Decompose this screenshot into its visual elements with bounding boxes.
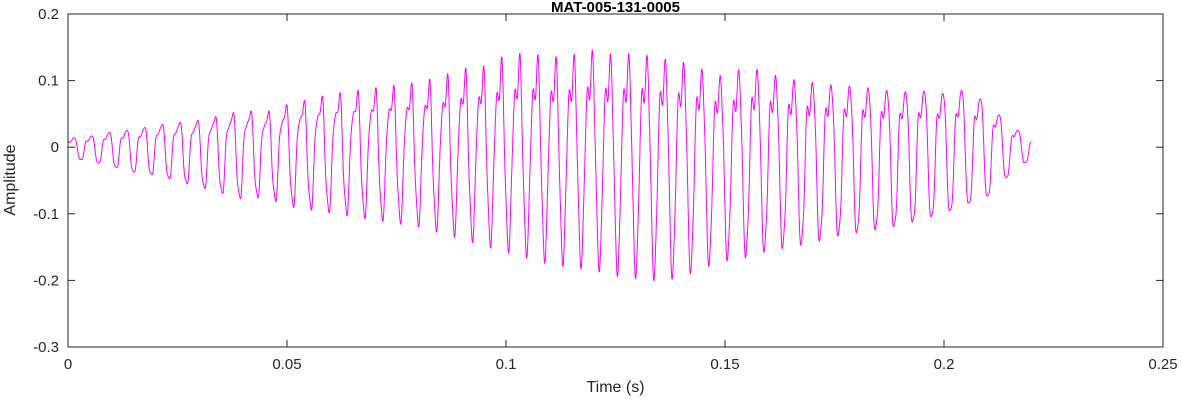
y-tick-label: -0.3	[33, 339, 59, 356]
x-tick-label: 0.15	[710, 356, 739, 373]
plot-box	[67, 13, 1164, 348]
y-tick-label: -0.2	[33, 272, 59, 289]
x-tick-label: 0	[64, 356, 72, 373]
y-tick-label: 0.2	[38, 6, 59, 23]
chart-title: MAT-005-131-0005	[551, 0, 680, 16]
y-tick-label: -0.1	[33, 206, 59, 223]
x-tick-label: 0.05	[272, 356, 301, 373]
y-tick-label: 0.1	[38, 73, 59, 90]
waveform-line	[67, 49, 1032, 282]
x-tick-label: 0.1	[496, 356, 517, 373]
y-tick-label: 0	[51, 139, 59, 156]
x-axis-label: Time (s)	[586, 379, 645, 396]
x-tick-label: 0.2	[934, 356, 955, 373]
x-tick-label: 0.25	[1148, 356, 1177, 373]
